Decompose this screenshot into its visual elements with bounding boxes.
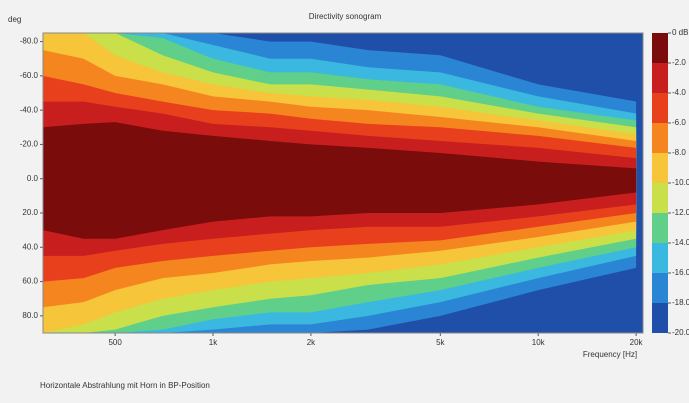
y-tick-label: 80.0 [22, 311, 38, 320]
x-tick-label: 10k [532, 338, 546, 347]
chart-title: Directivity sonogram [309, 12, 382, 21]
y-tick-label: 40.0 [22, 242, 38, 251]
colorbar-tick-label: -4.0 [672, 88, 686, 97]
colorbar-tick-label: -2.0 [672, 58, 686, 67]
colorbar-band [652, 153, 668, 183]
x-tick-label: 5k [436, 338, 445, 347]
y-tick-label: -60.0 [20, 71, 39, 80]
colorbar-band [652, 303, 668, 333]
plot-frame [42, 32, 644, 334]
colorbar-tick-label: 0 dB [672, 28, 688, 37]
y-tick-label: 60.0 [22, 277, 38, 286]
y-tick-label: 0.0 [27, 174, 39, 183]
colorbar-band [652, 243, 668, 273]
x-tick-label: 20k [630, 338, 644, 347]
colorbar-band [652, 33, 668, 63]
y-tick-label: -40.0 [20, 105, 39, 114]
y-tick-label: -20.0 [20, 140, 39, 149]
colorbar-tick-label: -8.0 [672, 148, 686, 157]
colorbar-band [652, 213, 668, 243]
y-tick-label: -80.0 [20, 37, 39, 46]
colorbar-band [652, 183, 668, 213]
colorbar-tick-label: -6.0 [672, 118, 686, 127]
colorbar-tick-label: -14.0 [672, 238, 689, 247]
x-tick-label: 2k [307, 338, 316, 347]
level-region [43, 122, 637, 239]
colorbar-tick-label: -10.0 [672, 178, 689, 187]
colorbar-tick-label: -12.0 [672, 208, 689, 217]
colorbar-band [652, 273, 668, 303]
colorbar-tick-label: -18.0 [672, 298, 689, 307]
colorbar-band [652, 63, 668, 93]
footer: Horizontale Abstrahlung mit Horn in BP-P… [40, 381, 210, 390]
colorbar-band [652, 93, 668, 123]
colorbar-tick-label: -20.0 [672, 328, 689, 337]
colorbar-band [652, 123, 668, 153]
x-axis-label: Frequency [Hz] [583, 350, 637, 359]
x-tick-label: 1k [209, 338, 218, 347]
y-tick-label: 20.0 [22, 208, 38, 217]
y-axis-label: deg [8, 15, 21, 24]
x-tick-label: 500 [108, 338, 122, 347]
colorbar-tick-label: -16.0 [672, 268, 689, 277]
